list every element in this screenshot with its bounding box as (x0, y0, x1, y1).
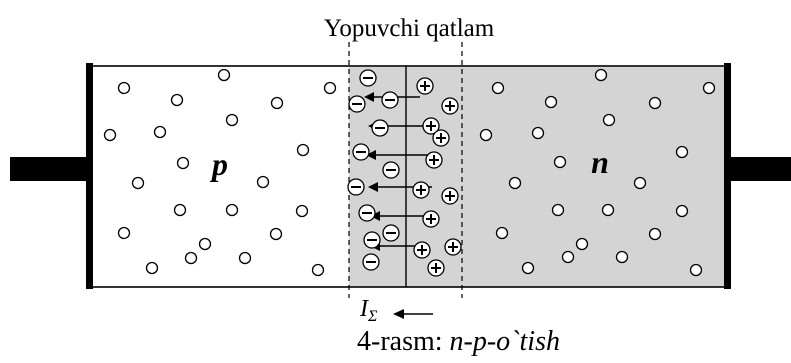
electron-icon (508, 176, 522, 190)
p-region (92, 67, 349, 287)
hole-icon (131, 176, 145, 190)
left-lead-wire (10, 157, 88, 181)
depletion-layer-label: Yopuvchi qatlam (324, 15, 495, 42)
right-lead-wire (728, 157, 791, 181)
electron-icon (648, 227, 662, 241)
electron-icon (479, 128, 493, 142)
hole-icon (170, 93, 184, 107)
positive-ion-icon (413, 241, 431, 259)
p-region-label: p (209, 146, 228, 182)
hole-icon (270, 96, 284, 110)
electron-icon (551, 203, 565, 217)
positive-ion-icon (422, 210, 440, 228)
hole-icon (323, 81, 337, 95)
left-contact-plate (86, 63, 93, 289)
hole-icon (295, 204, 309, 218)
electron-icon (575, 237, 589, 251)
hole-icon (117, 226, 131, 240)
negative-ion-icon (347, 178, 365, 196)
negative-ion-icon (359, 69, 377, 87)
current-direction-arrow-icon (393, 309, 433, 319)
electron-icon (531, 126, 545, 140)
electron-icon (689, 263, 703, 277)
electron-icon (521, 261, 535, 275)
hole-icon (184, 251, 198, 265)
hole-icon (269, 227, 283, 241)
negative-ion-icon (348, 95, 366, 113)
electron-icon (495, 226, 509, 240)
electron-icon (553, 155, 567, 169)
hole-icon (145, 261, 159, 275)
p-region-holes (103, 68, 337, 277)
hole-icon (176, 156, 190, 170)
positive-ion-icon (432, 129, 450, 147)
positive-ion-icon (425, 151, 443, 169)
electron-icon (561, 250, 575, 264)
hole-icon (256, 175, 270, 189)
hole-icon (238, 251, 252, 265)
hole-icon (296, 143, 310, 157)
electron-icon (594, 68, 608, 82)
negative-ion-icon (362, 253, 380, 271)
positive-ion-icon (441, 187, 459, 205)
hole-icon (173, 203, 187, 217)
negative-ion-icon (358, 204, 376, 222)
positive-ion-icon (444, 238, 462, 256)
positive-ion-icon (412, 181, 430, 199)
n-region-electrons (479, 68, 716, 277)
figure-caption: 4-rasm: n-p-o`tish (357, 326, 560, 357)
negative-ion-icon (363, 231, 381, 249)
positive-ion-icon (441, 97, 459, 115)
hole-icon (153, 125, 167, 139)
negative-ions (347, 69, 400, 271)
electron-icon (675, 204, 689, 218)
electron-icon (602, 113, 616, 127)
electron-icon (601, 203, 615, 217)
n-region-label: n (591, 144, 609, 180)
electron-icon (648, 96, 662, 110)
current-symbol: I (359, 296, 369, 322)
caption-italic: n-p-o`tish (450, 326, 560, 357)
hole-icon (198, 237, 212, 251)
electron-icon (633, 176, 647, 190)
positive-ions (412, 77, 462, 277)
negative-ion-icon (381, 91, 399, 109)
positive-ion-icon (427, 259, 445, 277)
hole-icon (225, 203, 239, 217)
electron-icon (491, 81, 505, 95)
negative-ion-icon (382, 224, 400, 242)
electron-icon (544, 95, 558, 109)
hole-icon (117, 81, 131, 95)
electron-icon (675, 145, 689, 159)
current-subscript: Σ (367, 308, 378, 325)
negative-ion-icon (371, 119, 389, 137)
electron-icon (615, 250, 629, 264)
hole-icon (311, 263, 325, 277)
left-arrow-icon (366, 150, 428, 160)
positive-ion-icon (422, 117, 440, 135)
negative-ion-icon (382, 161, 400, 179)
positive-ion-icon (416, 77, 434, 95)
right-contact-plate (724, 63, 731, 289)
hole-icon (217, 68, 231, 82)
hole-icon (225, 113, 239, 127)
current-label: IΣ (359, 296, 378, 325)
n-region (462, 67, 727, 287)
negative-ion-icon (352, 143, 370, 161)
caption-prefix: 4-rasm: (357, 326, 450, 357)
electron-icon (702, 81, 716, 95)
hole-icon (103, 128, 117, 142)
